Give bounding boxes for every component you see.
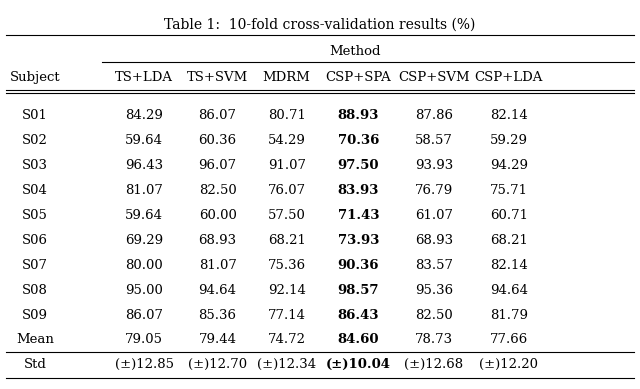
- Text: (±)12.85: (±)12.85: [115, 358, 173, 371]
- Text: 94.64: 94.64: [198, 284, 237, 296]
- Text: 81.79: 81.79: [490, 308, 528, 321]
- Text: CSP+SVM: CSP+SVM: [398, 71, 470, 84]
- Text: S06: S06: [22, 234, 48, 247]
- Text: 84.29: 84.29: [125, 109, 163, 122]
- Text: (±)12.34: (±)12.34: [257, 358, 316, 371]
- Text: 57.50: 57.50: [268, 209, 306, 222]
- Text: 83.57: 83.57: [415, 259, 453, 272]
- Text: 80.00: 80.00: [125, 259, 163, 272]
- Text: 75.71: 75.71: [490, 184, 528, 197]
- Text: Table 1:  10-fold cross-validation results (%): Table 1: 10-fold cross-validation result…: [164, 18, 476, 32]
- Text: 76.79: 76.79: [415, 184, 453, 197]
- Text: S07: S07: [22, 259, 48, 272]
- Text: 75.36: 75.36: [268, 259, 306, 272]
- Text: Method: Method: [330, 45, 381, 58]
- Text: 85.36: 85.36: [198, 308, 237, 321]
- Text: 98.57: 98.57: [338, 284, 379, 296]
- Text: 68.21: 68.21: [490, 234, 528, 247]
- Text: 60.71: 60.71: [490, 209, 528, 222]
- Text: 73.93: 73.93: [338, 234, 379, 247]
- Text: S03: S03: [22, 159, 48, 172]
- Text: Mean: Mean: [16, 333, 54, 347]
- Text: 90.36: 90.36: [338, 259, 379, 272]
- Text: 81.07: 81.07: [125, 184, 163, 197]
- Text: S05: S05: [22, 209, 48, 222]
- Text: (±)10.04: (±)10.04: [326, 358, 391, 371]
- Text: 95.00: 95.00: [125, 284, 163, 296]
- Text: 86.07: 86.07: [125, 308, 163, 321]
- Text: 82.50: 82.50: [415, 308, 452, 321]
- Text: 61.07: 61.07: [415, 209, 453, 222]
- Text: S01: S01: [22, 109, 48, 122]
- Text: (±)12.68: (±)12.68: [404, 358, 463, 371]
- Text: 87.86: 87.86: [415, 109, 453, 122]
- Text: 80.71: 80.71: [268, 109, 306, 122]
- Text: 77.14: 77.14: [268, 308, 306, 321]
- Text: 60.00: 60.00: [198, 209, 237, 222]
- Text: 68.93: 68.93: [415, 234, 453, 247]
- Text: 79.05: 79.05: [125, 333, 163, 347]
- Text: 78.73: 78.73: [415, 333, 453, 347]
- Text: 71.43: 71.43: [338, 209, 379, 222]
- Text: 95.36: 95.36: [415, 284, 453, 296]
- Text: CSP+SPA: CSP+SPA: [326, 71, 391, 84]
- Text: (±)12.20: (±)12.20: [479, 358, 538, 371]
- Text: 81.07: 81.07: [198, 259, 237, 272]
- Text: 76.07: 76.07: [268, 184, 306, 197]
- Text: 94.64: 94.64: [490, 284, 528, 296]
- Text: 92.14: 92.14: [268, 284, 306, 296]
- Text: 93.93: 93.93: [415, 159, 453, 172]
- Text: 82.50: 82.50: [199, 184, 236, 197]
- Text: 91.07: 91.07: [268, 159, 306, 172]
- Text: 84.60: 84.60: [338, 333, 379, 347]
- Text: 79.44: 79.44: [198, 333, 237, 347]
- Text: 86.07: 86.07: [198, 109, 237, 122]
- Text: S02: S02: [22, 134, 48, 147]
- Text: 69.29: 69.29: [125, 234, 163, 247]
- Text: 58.57: 58.57: [415, 134, 453, 147]
- Text: 82.14: 82.14: [490, 109, 527, 122]
- Text: 54.29: 54.29: [268, 134, 306, 147]
- Text: 83.93: 83.93: [338, 184, 379, 197]
- Text: 74.72: 74.72: [268, 333, 306, 347]
- Text: S08: S08: [22, 284, 48, 296]
- Text: 70.36: 70.36: [338, 134, 379, 147]
- Text: 60.36: 60.36: [198, 134, 237, 147]
- Text: 96.43: 96.43: [125, 159, 163, 172]
- Text: (±)12.70: (±)12.70: [188, 358, 247, 371]
- Text: 97.50: 97.50: [338, 159, 379, 172]
- Text: Std: Std: [24, 358, 47, 371]
- Text: S04: S04: [22, 184, 48, 197]
- Text: TS+SVM: TS+SVM: [187, 71, 248, 84]
- Text: 86.43: 86.43: [338, 308, 379, 321]
- Text: 77.66: 77.66: [490, 333, 528, 347]
- Text: Subject: Subject: [10, 71, 61, 84]
- Text: 82.14: 82.14: [490, 259, 527, 272]
- Text: 94.29: 94.29: [490, 159, 528, 172]
- Text: 68.21: 68.21: [268, 234, 306, 247]
- Text: 59.29: 59.29: [490, 134, 528, 147]
- Text: 68.93: 68.93: [198, 234, 237, 247]
- Text: 59.64: 59.64: [125, 209, 163, 222]
- Text: 88.93: 88.93: [338, 109, 379, 122]
- Text: CSP+LDA: CSP+LDA: [475, 71, 543, 84]
- Text: 96.07: 96.07: [198, 159, 237, 172]
- Text: 59.64: 59.64: [125, 134, 163, 147]
- Text: S09: S09: [22, 308, 48, 321]
- Text: TS+LDA: TS+LDA: [115, 71, 173, 84]
- Text: MDRM: MDRM: [263, 71, 310, 84]
